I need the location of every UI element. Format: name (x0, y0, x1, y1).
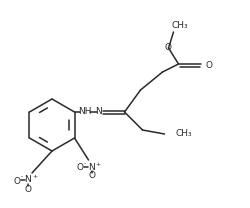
Text: -: - (21, 175, 23, 180)
Text: +: + (32, 175, 37, 180)
Text: NH: NH (78, 108, 91, 116)
Text: O: O (76, 163, 83, 172)
Text: O: O (88, 172, 95, 181)
Text: CH₃: CH₃ (176, 130, 192, 139)
Text: O: O (164, 42, 171, 52)
Text: O: O (206, 61, 212, 69)
Text: O: O (24, 186, 32, 194)
Text: O: O (14, 177, 20, 186)
Text: N: N (95, 108, 102, 116)
Text: CH₃: CH₃ (171, 21, 188, 30)
Text: N: N (88, 162, 95, 172)
Text: -: - (84, 161, 86, 166)
Text: N: N (24, 176, 31, 184)
Text: +: + (96, 161, 101, 166)
